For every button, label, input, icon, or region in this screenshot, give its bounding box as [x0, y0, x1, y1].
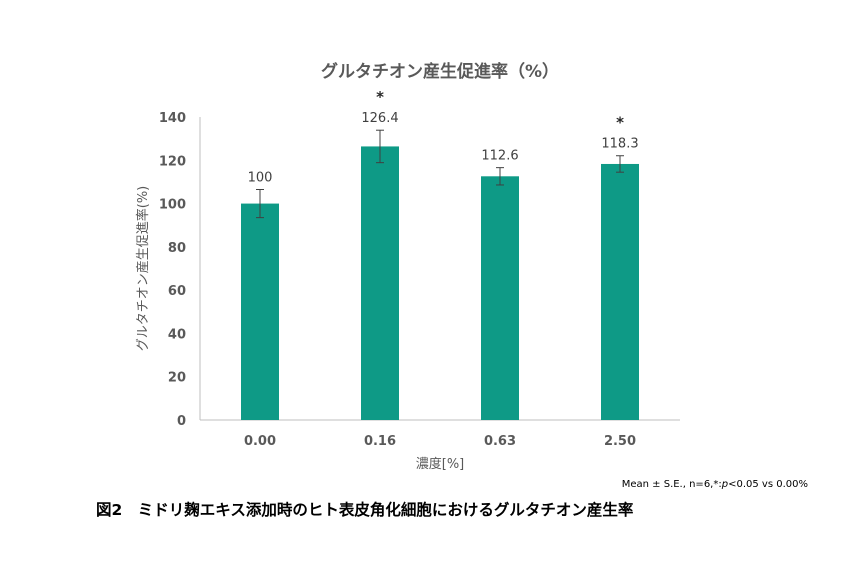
chart-title: グルタチオン産生促進率（%） [321, 61, 559, 82]
y-tick-label: 120 [159, 154, 186, 169]
y-tick-label: 0 [177, 414, 186, 429]
x-axis: 0.00 0.16 0.63 2.50 [200, 419, 680, 449]
x-tick-label: 2.50 [604, 434, 636, 449]
y-tick-label: 140 [159, 111, 186, 126]
bar [481, 176, 519, 420]
x-tick-label: 0.00 [244, 434, 276, 449]
data-label: 100 [248, 171, 273, 186]
x-tick-label: 0.63 [484, 434, 516, 449]
x-axis-title: 濃度[%] [416, 456, 465, 472]
bar [241, 203, 279, 420]
bar-series: 100 126.4 * 112.6 118.3 * [241, 88, 639, 421]
y-tick-label: 40 [168, 327, 186, 342]
x-tick-label: 0.16 [364, 434, 396, 449]
note-suffix: <0.05 vs 0.00% [728, 479, 808, 490]
y-tick-label: 80 [168, 241, 186, 256]
data-label: 112.6 [481, 149, 518, 164]
y-tick-label: 60 [168, 284, 186, 299]
y-tick-label: 20 [168, 371, 186, 386]
bar [361, 146, 399, 421]
y-tick-label: 100 [159, 198, 186, 213]
bar [601, 163, 639, 420]
y-axis: 0 20 40 60 80 100 120 140 [159, 111, 201, 429]
figure-caption: 図2 ミドリ麹エキス添加時のヒト表皮角化細胞におけるグルタチオン産生率 [96, 500, 634, 519]
significance-marker: * [376, 88, 384, 106]
y-axis-title: グルタチオン産生促進率(%) [135, 186, 151, 352]
note-p: p [721, 479, 728, 490]
note-prefix: Mean ± S.E., n=6,*: [622, 479, 722, 490]
data-label: 126.4 [361, 111, 398, 126]
significance-marker: * [616, 114, 624, 132]
statistics-note: Mean ± S.E., n=6,*:p<0.05 vs 0.00% [622, 479, 808, 490]
data-label: 118.3 [601, 137, 638, 152]
